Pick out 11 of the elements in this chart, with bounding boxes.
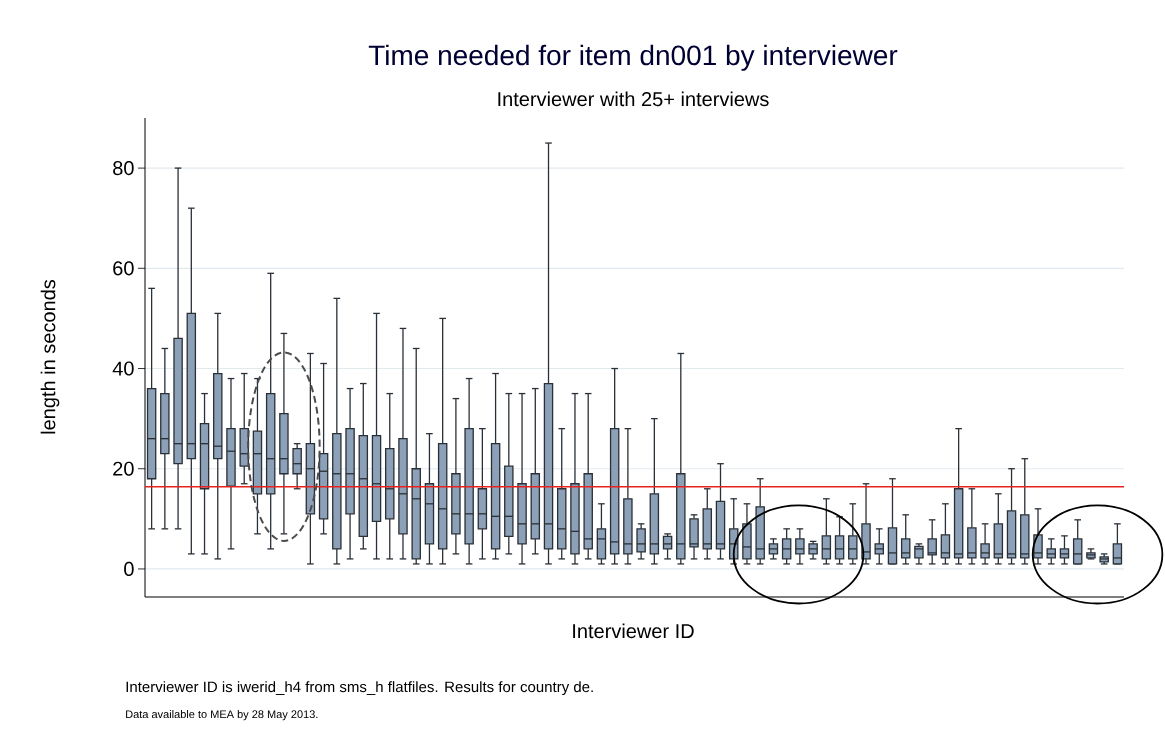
- y-tick-label: 20: [113, 461, 134, 476]
- text: Interviewer ID is iwerid_h4 from sms_h flatfiles. Results for country de.: [126, 681, 593, 696]
- text: Data available to MEA by 28 May 2013.: [126, 710, 318, 721]
- y-tick-label: 80: [113, 161, 134, 176]
- y-tick-label: 60: [113, 261, 134, 276]
- x-axis-title: Interviewer ID: [573, 623, 694, 639]
- chart-title: Time needed for item dn001 by interviewer: [368, 44, 898, 71]
- y-tick-label: 0: [124, 561, 134, 577]
- y-tick-label: 40: [112, 361, 134, 376]
- y-axis-title: length in seconds: [40, 279, 60, 434]
- chart-subtitle: Interviewer with 25+ interviews: [498, 91, 769, 107]
